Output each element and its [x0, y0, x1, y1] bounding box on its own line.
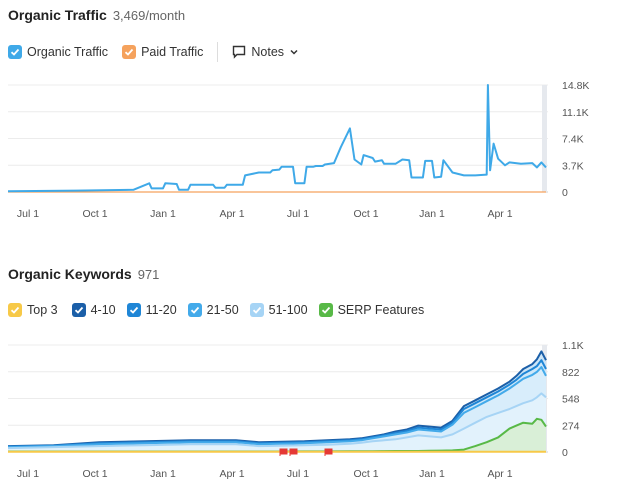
comment-icon [233, 45, 246, 59]
legend-divider [217, 42, 219, 62]
traffic-subtitle: 3,469/month [112, 8, 186, 23]
checkbox-checked-icon[interactable] [187, 303, 202, 317]
traffic-x-axis: Jul 1 Oct 1 Jan 1 Apr 1 Jul 1 Oct 1 Jan 1 Apr 1 [17, 208, 513, 220]
keywords-section-title: Organic Keywords 971 [8, 266, 159, 282]
traffic-x-tick-label: Apr 1 [487, 208, 512, 220]
traffic-legend: Organic Traffic Paid Traffic Notes [8, 42, 304, 62]
traffic-x-tick-label: Jan 1 [419, 208, 445, 220]
traffic-x-tick-label: Apr 1 [219, 208, 244, 220]
flag-icon[interactable] [289, 448, 298, 456]
legend-item-21-50[interactable]: 21-50 [187, 303, 239, 317]
traffic-y-tick-label: 0 [562, 187, 568, 199]
traffic-x-tick-label: Jul 1 [17, 208, 39, 220]
flag-icon[interactable] [279, 448, 288, 456]
keywords-x-tick-label: Apr 1 [487, 468, 512, 480]
traffic-x-tick-label: Oct 1 [82, 208, 107, 220]
series-line-4-10[interactable] [7, 350, 547, 448]
keywords-series [7, 350, 547, 453]
traffic-section-title: Organic Traffic 3,469/month [8, 7, 185, 23]
series-line-organic-traffic[interactable] [7, 84, 547, 193]
series-line-21-50[interactable] [7, 366, 547, 449]
checkbox-checked-icon[interactable] [318, 303, 333, 317]
notes-dropdown[interactable]: Notes [232, 45, 304, 59]
keywords-y-tick-label: 548 [562, 394, 580, 406]
traffic-y-tick-label: 11.1K [562, 107, 589, 119]
checkbox-checked-icon[interactable] [249, 303, 264, 317]
legend-item-organic-traffic[interactable]: Organic Traffic [8, 45, 108, 59]
traffic-title: Organic Traffic [8, 7, 107, 23]
legend-item-51-100[interactable]: 51-100 [249, 303, 308, 317]
keywords-x-tick-label: Jan 1 [419, 468, 445, 480]
keywords-y-tick-label: 0 [562, 447, 568, 459]
chevron-down-icon [290, 49, 298, 55]
legend-label: 4-10 [90, 303, 116, 317]
keywords-note-markers [279, 448, 333, 456]
keywords-subtitle: 971 [137, 267, 160, 282]
keywords-legend: Top 3 4-10 11-20 21-50 51-100 SERP Featu… [8, 303, 438, 317]
checkbox-checked-icon[interactable] [126, 303, 141, 317]
keywords-x-tick-label: Oct 1 [353, 468, 378, 480]
traffic-x-tick-label: Oct 1 [353, 208, 378, 220]
legend-label: Paid Traffic [141, 45, 204, 59]
checkbox-checked-icon[interactable] [8, 303, 22, 317]
legend-label: 51-100 [268, 303, 308, 317]
traffic-x-tick-label: Jul 1 [287, 208, 309, 220]
keywords-x-tick-label: Jan 1 [150, 468, 176, 480]
legend-item-top-3[interactable]: Top 3 [8, 303, 58, 317]
keywords-x-tick-label: Jul 1 [287, 468, 309, 480]
traffic-y-tick-label: 7.4K [562, 134, 584, 146]
checkbox-checked-icon[interactable] [122, 45, 137, 59]
series-area-serp-features [8, 418, 546, 452]
series-line-51-100[interactable] [7, 392, 547, 450]
checkbox-checked-icon[interactable] [71, 303, 86, 317]
legend-label: 21-50 [206, 303, 239, 317]
traffic-y-axis: 0 3.7K 7.4K 11.1K 14.8K [562, 80, 589, 199]
notes-label: Notes [251, 45, 285, 59]
keywords-y-tick-label: 822 [562, 367, 580, 379]
keywords-y-tick-label: 274 [562, 420, 580, 432]
traffic-series [7, 84, 547, 193]
legend-label: Top 3 [27, 303, 58, 317]
traffic-chart[interactable]: 0 3.7K 7.4K 11.1K 14.8K Jul 1 Oct 1 Jan 1 Apr 1… [0, 75, 618, 225]
keywords-title: Organic Keywords [8, 266, 132, 282]
legend-item-4-10[interactable]: 4-10 [71, 303, 116, 317]
keywords-x-tick-label: Oct 1 [82, 468, 107, 480]
traffic-y-tick-label: 14.8K [562, 80, 589, 92]
traffic-scroll-band [542, 85, 547, 192]
flag-icon[interactable] [324, 448, 333, 456]
legend-item-serp-features[interactable]: SERP Features [318, 303, 425, 317]
legend-item-paid-traffic[interactable]: Paid Traffic [122, 45, 203, 59]
traffic-x-tick-label: Jan 1 [150, 208, 176, 220]
keywords-x-axis: Jul 1 Oct 1 Jan 1 Apr 1 Jul 1 Oct 1 Jan 1 Apr 1 [17, 468, 513, 480]
keywords-x-tick-label: Jul 1 [17, 468, 39, 480]
keywords-y-axis: 0 274 548 822 1.1K [562, 340, 584, 459]
traffic-y-tick-label: 3.7K [562, 160, 584, 172]
checkbox-checked-icon[interactable] [8, 45, 22, 59]
legend-label: 11-20 [145, 303, 177, 317]
keywords-y-tick-label: 1.1K [562, 340, 584, 352]
legend-label: SERP Features [337, 303, 425, 317]
legend-label: Organic Traffic [27, 45, 109, 59]
keywords-x-tick-label: Apr 1 [219, 468, 244, 480]
legend-item-11-20[interactable]: 11-20 [126, 303, 177, 317]
